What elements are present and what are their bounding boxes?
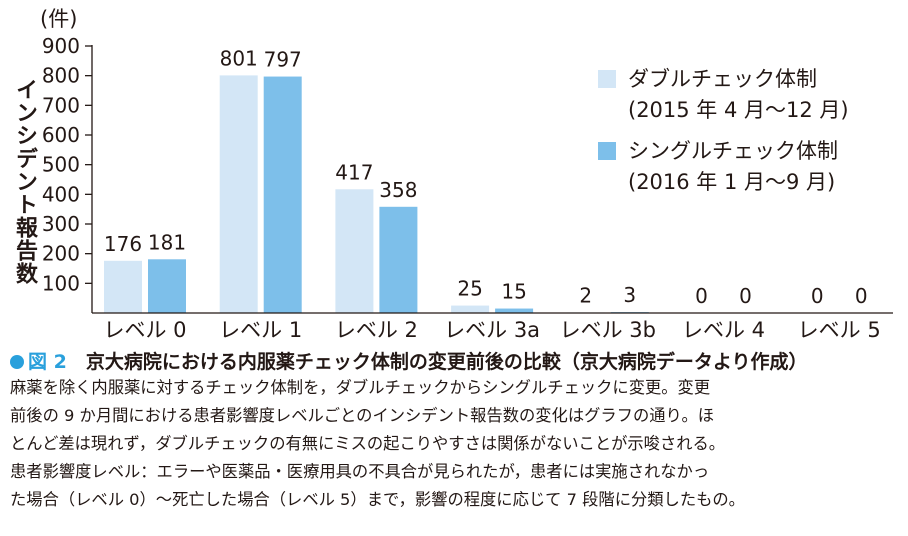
y-tick-label: 500 bbox=[42, 153, 80, 177]
caption-line: た場合（レベル 0）〜死亡した場合（レベル 5）まで，影響の程度に応じて 7 段… bbox=[10, 490, 745, 509]
x-tick-label: レベル 3a bbox=[444, 318, 540, 342]
data-label: 176 bbox=[104, 232, 142, 256]
bullet-icon bbox=[10, 355, 24, 369]
legend-period-double: (2015 年 4 月〜12 月) bbox=[628, 98, 849, 122]
figure-number: 図 2 bbox=[28, 351, 67, 373]
x-tick-label: レベル 4 bbox=[682, 318, 765, 342]
y-tick-label: 300 bbox=[42, 212, 80, 236]
x-tick-label: レベル 1 bbox=[219, 318, 302, 342]
x-tick-label: レベル 0 bbox=[103, 318, 186, 342]
legend-swatch-double bbox=[598, 70, 616, 88]
y-unit-label: (件) bbox=[40, 7, 78, 31]
y-axis: 100 200 300 400 500 600 700 800 900 bbox=[42, 34, 93, 313]
legend-swatch-single bbox=[598, 142, 616, 160]
legend-item-double: ダブルチェック体制 (2015 年 4 月〜12 月) bbox=[598, 64, 849, 126]
data-label: 0 bbox=[855, 284, 868, 308]
y-axis-title: インシデント報告数 bbox=[12, 78, 37, 285]
bar-single bbox=[148, 259, 186, 313]
legend-period-single: (2016 年 1 月〜9 月) bbox=[628, 170, 836, 194]
caption-line: 患者影響度レベル：エラーや医薬品・医療用具の不具合が見られたが，患者には実施され… bbox=[10, 462, 710, 481]
data-label: 797 bbox=[264, 48, 302, 72]
y-tick-label: 800 bbox=[42, 64, 80, 88]
bar-double bbox=[219, 75, 258, 314]
x-tick-label: レベル 3b bbox=[560, 318, 656, 342]
legend-label-single: シングルチェック体制 bbox=[628, 139, 838, 163]
data-label: 2 bbox=[579, 283, 592, 307]
bar-double bbox=[104, 260, 142, 313]
bar-single bbox=[263, 76, 302, 313]
data-label: 417 bbox=[335, 160, 373, 184]
bar-single bbox=[379, 206, 418, 313]
caption-title: 京大病院における内服薬チェック体制の変更前後の比較（京大病院データより作成） bbox=[85, 351, 808, 373]
x-axis: レベル 0 レベル 1 レベル 2 レベル 3a レベル 3b レベル 4 レベル 5 bbox=[92, 312, 893, 342]
data-label: 358 bbox=[379, 178, 417, 202]
y-tick-label: 700 bbox=[42, 93, 80, 117]
y-tick-label: 900 bbox=[42, 34, 80, 58]
data-label: 0 bbox=[695, 284, 708, 308]
bar-double bbox=[335, 189, 374, 313]
data-label: 15 bbox=[501, 280, 526, 304]
caption-line: 麻薬を除く内服薬に対するチェック体制を，ダブルチェックからシングルチェックに変更… bbox=[10, 378, 711, 397]
figure-caption: 図 2 京大病院における内服薬チェック体制の変更前後の比較（京大病院データより作… bbox=[10, 347, 900, 514]
data-label: 25 bbox=[457, 277, 482, 301]
y-tick-label: 600 bbox=[42, 123, 80, 147]
caption-line: 前後の 9 か月間における患者影響度レベルごとのインシデント報告数の変化はグラフ… bbox=[10, 406, 715, 425]
data-label: 181 bbox=[148, 230, 186, 254]
data-label: 3 bbox=[623, 283, 636, 307]
data-label: 801 bbox=[220, 46, 258, 70]
caption-line: とんど差は現れず，ダブルチェックの有無にミスの起こりやすさは関係がないことが示唆… bbox=[10, 434, 726, 453]
data-label: 0 bbox=[811, 284, 824, 308]
y-tick-label: 200 bbox=[42, 242, 80, 266]
caption-title-row: 図 2 京大病院における内服薬チェック体制の変更前後の比較（京大病院データより作… bbox=[10, 347, 900, 374]
data-label: 0 bbox=[739, 284, 752, 308]
bar-single bbox=[495, 308, 534, 313]
x-tick-label: レベル 5 bbox=[798, 318, 881, 342]
y-tick-label: 100 bbox=[42, 271, 80, 295]
x-tick-label: レベル 2 bbox=[335, 318, 418, 342]
legend-label-double: ダブルチェック体制 bbox=[628, 67, 817, 91]
legend-item-single: シングルチェック体制 (2016 年 1 月〜9 月) bbox=[598, 136, 849, 198]
bar-double bbox=[451, 305, 490, 313]
legend: ダブルチェック体制 (2015 年 4 月〜12 月) シングルチェック体制 (… bbox=[598, 64, 849, 208]
y-tick-label: 400 bbox=[42, 182, 80, 206]
